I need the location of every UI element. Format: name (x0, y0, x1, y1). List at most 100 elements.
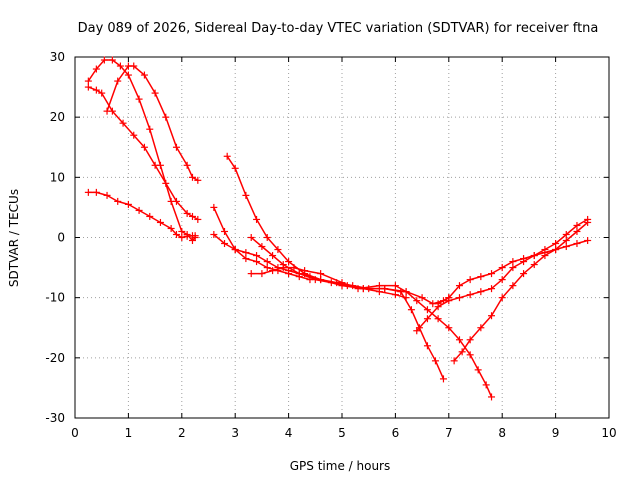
data-point (431, 357, 439, 365)
data-point (466, 351, 474, 359)
data-point (221, 240, 229, 248)
data-point (562, 237, 570, 245)
data-point (573, 240, 581, 248)
data-point (151, 161, 159, 169)
data-point (119, 119, 127, 127)
data-point (130, 131, 138, 139)
data-point (520, 270, 528, 278)
data-point (445, 294, 453, 302)
data-point (359, 285, 367, 293)
series-track-2 (103, 62, 202, 184)
x-tick-label: 8 (498, 426, 506, 440)
data-point (413, 327, 421, 335)
data-point (114, 77, 122, 85)
data-point (84, 77, 92, 85)
series-track-12 (450, 218, 592, 365)
data-point (258, 243, 266, 251)
x-tick-label: 4 (285, 426, 293, 440)
data-point (477, 324, 485, 332)
data-point (530, 261, 538, 269)
series-track-8 (247, 264, 496, 401)
series-track-9 (247, 234, 410, 302)
data-point (530, 252, 538, 260)
data-point (210, 230, 218, 238)
series-line (250, 266, 493, 398)
data-point (402, 294, 410, 302)
data-point (474, 366, 482, 374)
data-point (263, 264, 271, 272)
data-point (477, 273, 485, 281)
data-point (509, 258, 517, 266)
data-point (423, 306, 431, 314)
data-point (183, 161, 191, 169)
data-point (274, 246, 282, 254)
data-point (466, 276, 474, 284)
data-point (573, 227, 581, 235)
data-point (509, 264, 517, 272)
x-tick-label: 9 (552, 426, 560, 440)
data-point (279, 261, 287, 269)
data-point (167, 224, 175, 232)
data-point (498, 264, 506, 272)
data-point (509, 282, 517, 290)
data-point (183, 209, 191, 217)
data-point (263, 234, 271, 241)
data-point (210, 203, 218, 211)
y-tick-label: -30 (45, 411, 65, 425)
data-point (458, 348, 466, 356)
data-point (477, 288, 485, 296)
x-axis-label: GPS time / hours (290, 459, 391, 473)
data-point (124, 71, 132, 79)
data-point (108, 56, 116, 64)
x-tick-label: 0 (71, 426, 79, 440)
data-point (135, 206, 143, 214)
data-point (439, 375, 447, 383)
data-point (84, 188, 92, 196)
x-tick-label: 3 (231, 426, 239, 440)
series-line (213, 206, 311, 281)
data-point (584, 218, 592, 226)
data-point (100, 56, 108, 64)
data-point (242, 255, 250, 263)
data-point (114, 197, 122, 205)
series-line (213, 233, 445, 380)
data-point (413, 297, 421, 305)
data-point (466, 336, 474, 344)
data-point (285, 258, 293, 266)
data-point (178, 234, 186, 241)
grid (75, 57, 609, 418)
data-point (418, 294, 426, 302)
series-track-11 (434, 215, 592, 308)
data-point (343, 282, 351, 290)
data-point (172, 230, 180, 238)
data-point (140, 71, 148, 79)
data-point (103, 191, 111, 199)
data-point (407, 306, 415, 314)
data-point (92, 188, 100, 196)
y-axis-label: SDTVAR / TECUs (7, 189, 21, 287)
data-point (151, 89, 159, 97)
x-tick-label: 7 (445, 426, 453, 440)
data-point (455, 282, 463, 290)
data-point (130, 62, 138, 70)
data-point (253, 258, 261, 266)
series-track-7 (210, 230, 447, 383)
x-tick-label: 5 (338, 426, 346, 440)
data-point (552, 240, 560, 248)
data-point (317, 270, 325, 278)
data-point (391, 282, 399, 290)
data-point (135, 95, 143, 103)
data-point (391, 291, 399, 299)
data-point (434, 315, 442, 323)
data-point (98, 89, 106, 97)
data-point (247, 234, 255, 241)
data-point (375, 288, 383, 296)
data-point (423, 342, 431, 350)
y-tick-label: 0 (57, 231, 65, 245)
data-point (455, 336, 463, 344)
data-point (247, 270, 255, 278)
x-tick-label: 1 (125, 426, 133, 440)
data-point (194, 176, 202, 184)
series-group (84, 56, 592, 401)
x-tick-label: 10 (601, 426, 616, 440)
